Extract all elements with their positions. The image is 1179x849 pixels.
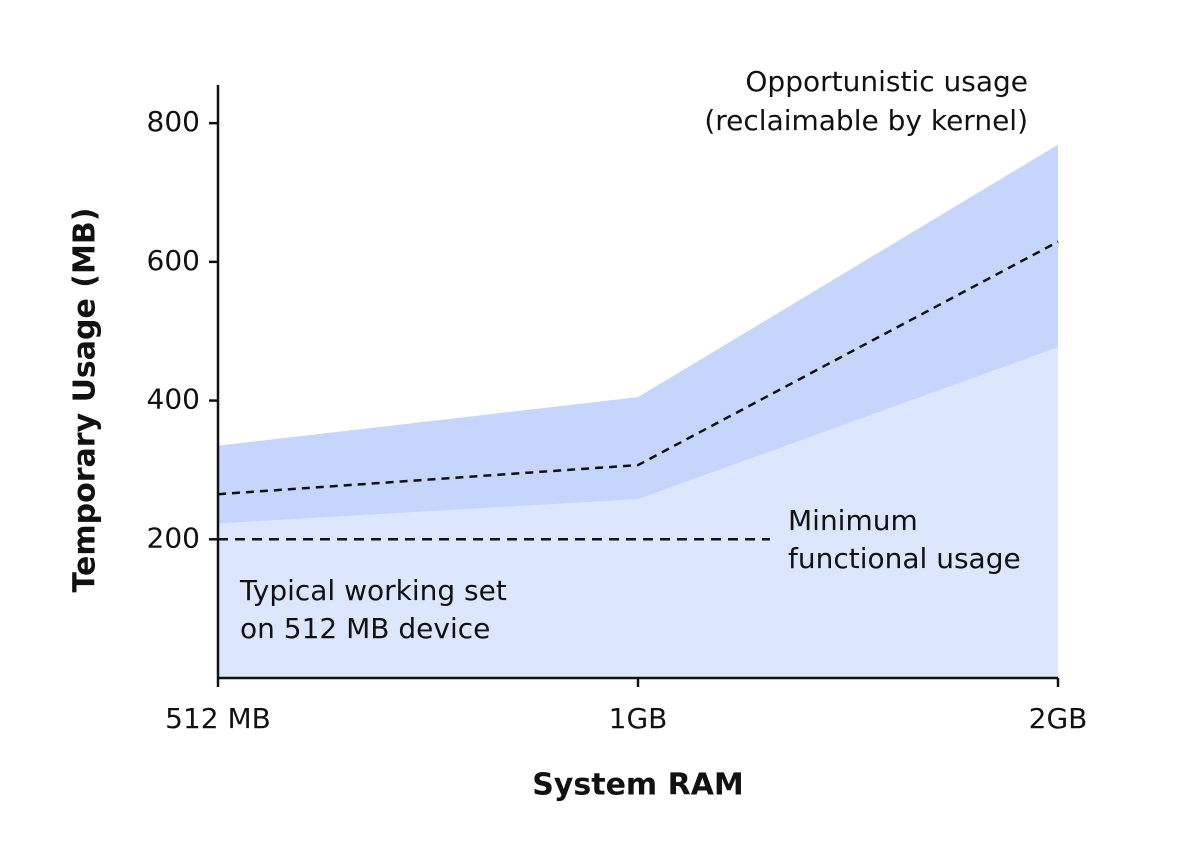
x-tick-label: 1GB [609,702,668,735]
annotation: Minimum [788,504,918,537]
y-axis-label: Temporary Usage (MB) [68,208,103,593]
annotation: on 512 MB device [240,612,490,645]
y-tick-label: 400 [147,383,200,416]
annotation: Opportunistic usage [745,65,1028,98]
annotation: (reclaimable by kernel) [704,104,1028,137]
annotation: functional usage [788,542,1021,575]
annotation: Typical working set [239,574,507,607]
line [217,240,1059,496]
y-tick-label: 200 [147,521,200,554]
x-tick-label: 2GB [1029,702,1088,735]
y-tick-label: 600 [147,244,200,277]
y-tick-label: 800 [147,105,200,138]
x-tick-label: 512 MB [165,702,271,735]
x-axis-label: System RAM [532,768,744,803]
area [218,347,1058,678]
